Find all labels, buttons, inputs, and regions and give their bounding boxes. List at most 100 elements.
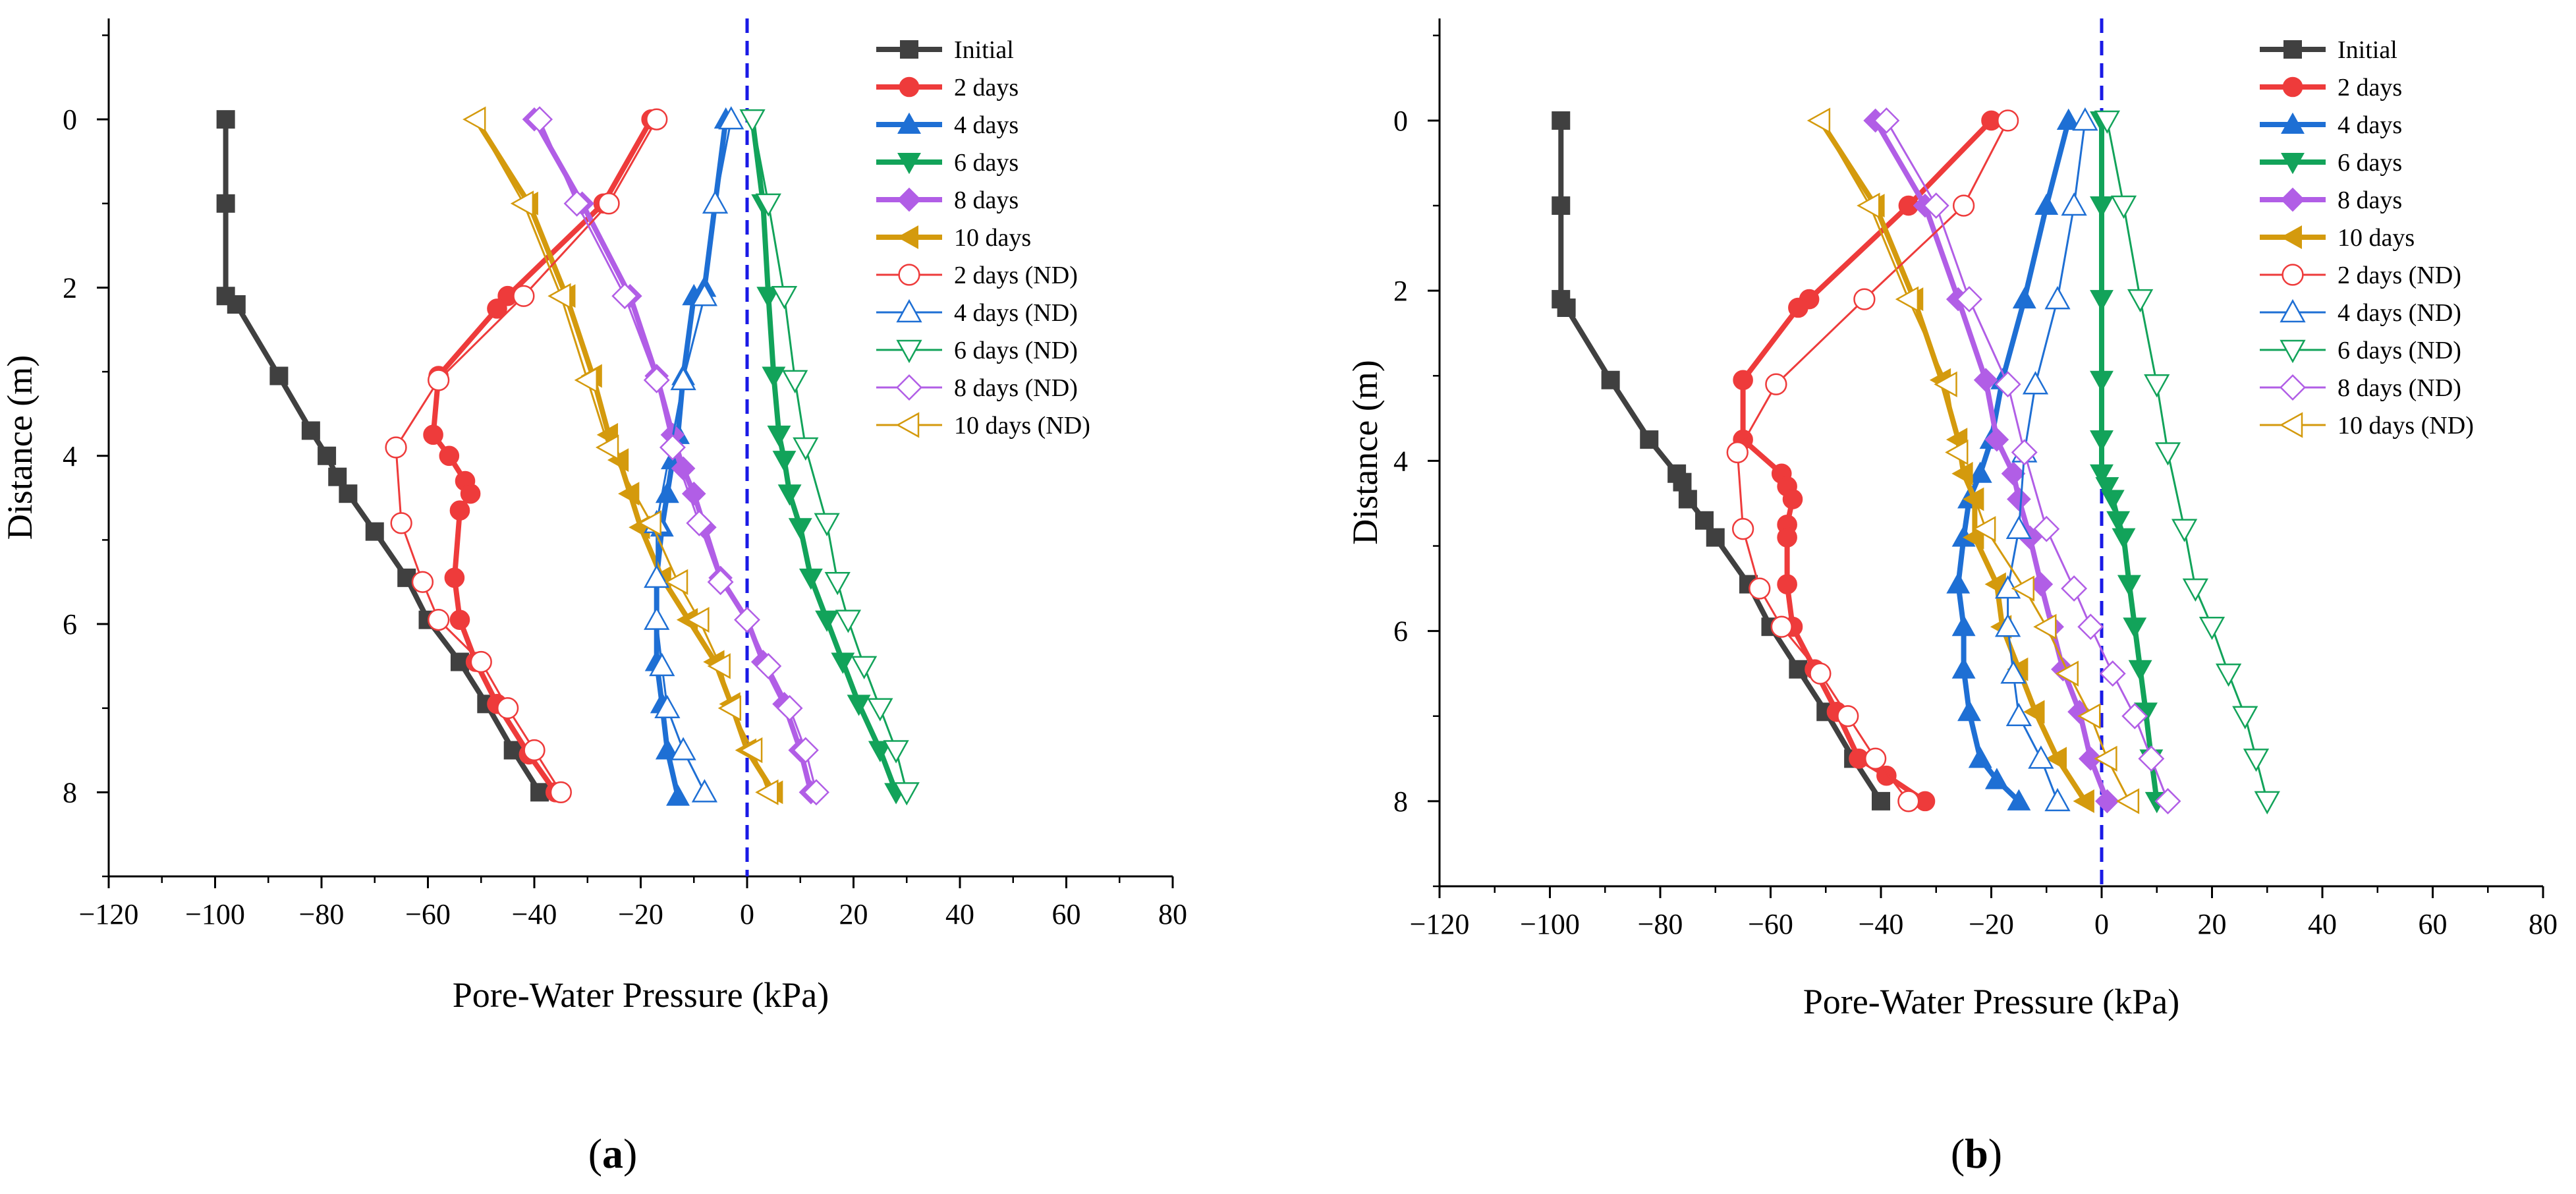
data-point — [803, 779, 829, 806]
data-point — [1973, 368, 1998, 393]
series-8-days-nd — [526, 106, 829, 806]
data-point — [1782, 489, 1803, 509]
data-point — [2154, 787, 2181, 814]
x-tick-label: 60 — [2419, 908, 2448, 940]
x-tick-label: 80 — [2529, 908, 2558, 940]
data-point — [2115, 788, 2140, 814]
data-point — [644, 606, 670, 630]
data-point — [339, 484, 358, 503]
data-point — [782, 370, 808, 393]
data-point — [883, 740, 909, 764]
y-axis-title: Distance (m) — [0, 355, 40, 540]
data-point — [739, 737, 763, 764]
data-point — [2022, 371, 2049, 395]
data-point — [510, 190, 534, 217]
data-point — [216, 194, 235, 213]
legend-label: 4 days (ND) — [2338, 299, 2461, 327]
series-6-days — [2090, 111, 2169, 814]
data-point — [646, 108, 668, 130]
data-point — [691, 283, 718, 306]
data-point — [449, 500, 470, 521]
data-point — [835, 610, 862, 633]
data-point — [2106, 511, 2131, 533]
data-point — [365, 522, 384, 541]
legend-marker — [896, 339, 922, 364]
legend-marker — [2279, 412, 2303, 438]
data-point — [1837, 705, 1859, 727]
data-point — [686, 607, 710, 633]
data-point — [1873, 107, 1900, 134]
legend-label: 4 days (ND) — [954, 299, 1078, 327]
data-point — [1673, 472, 1692, 492]
legend-entry: 10 days (ND) — [876, 412, 1090, 440]
legend-label: 2 days (ND) — [954, 262, 1078, 289]
data-point — [1952, 194, 1975, 217]
legend-label: 6 days (ND) — [954, 337, 1078, 364]
data-point — [2112, 528, 2136, 550]
data-point — [1731, 518, 1754, 540]
data-point — [423, 424, 443, 445]
data-point — [2117, 575, 2141, 596]
series-line — [1873, 119, 2110, 803]
data-point — [2144, 374, 2170, 398]
x-tick-label: −20 — [618, 898, 663, 930]
x-tick-label: 0 — [740, 898, 754, 930]
legend-entry: 8 days — [876, 186, 1019, 214]
y-tick-label: 8 — [1393, 785, 1408, 818]
data-point — [2121, 702, 2148, 729]
legend-label: 6 days (ND) — [2338, 337, 2461, 364]
x-tick-label: −40 — [512, 898, 557, 930]
data-point — [638, 510, 661, 536]
data-point — [2090, 370, 2114, 393]
legend-marker — [896, 298, 922, 323]
legend-entry: 8 days (ND) — [2260, 374, 2461, 402]
data-point — [1968, 461, 1992, 483]
data-point — [893, 782, 920, 806]
legend-label: 2 days (ND) — [2338, 262, 2461, 289]
data-point — [1864, 747, 1887, 770]
data-point — [563, 190, 590, 217]
series-line — [654, 119, 729, 797]
data-point — [1945, 439, 1969, 466]
data-point — [1552, 111, 1571, 130]
data-point — [1853, 288, 1876, 310]
y-tick-label: 2 — [1393, 275, 1408, 307]
series-2-days-nd — [1726, 109, 2019, 812]
legend-entry: 10 days — [876, 224, 1031, 252]
x-tick-label: 20 — [839, 898, 868, 930]
legend-marker — [2280, 187, 2305, 212]
x-tick-label: −80 — [1638, 908, 1683, 940]
legend-marker — [2283, 40, 2302, 59]
legend-marker — [2280, 374, 2306, 401]
legend-marker — [2280, 225, 2302, 249]
y-tick-label: 6 — [1393, 615, 1408, 648]
legend-marker — [2281, 153, 2305, 175]
legend-entry: 6 days — [2260, 149, 2402, 177]
series-4-days-nd — [1995, 107, 2098, 812]
data-point — [1857, 192, 1880, 219]
data-point — [756, 287, 781, 308]
x-tick-label: −20 — [1969, 908, 2014, 940]
data-point — [1895, 286, 1919, 312]
data-point — [1726, 441, 1749, 464]
data-point — [2232, 706, 2258, 729]
data-point — [1733, 370, 1753, 391]
legend-entry: 2 days — [876, 74, 1019, 101]
data-point — [793, 437, 819, 461]
y-axis-title: Distance (m) — [1345, 360, 1385, 544]
x-tick-label: −120 — [79, 898, 139, 930]
data-point — [1789, 660, 1808, 679]
data-point — [691, 779, 718, 803]
data-point — [655, 738, 679, 760]
data-point — [1994, 371, 2021, 398]
legend-label: Initial — [2338, 36, 2397, 64]
data-point — [670, 737, 696, 760]
data-point — [385, 436, 407, 459]
data-point — [654, 695, 681, 718]
data-point — [411, 571, 434, 593]
data-point — [2077, 703, 2101, 729]
data-point — [1695, 511, 1714, 530]
legend-label: 6 days — [954, 149, 1019, 177]
legend: Initial 2 days 4 days 6 days 8 days 10 days 2 … — [876, 36, 1090, 440]
legend-label: 8 days (ND) — [2338, 374, 2461, 402]
